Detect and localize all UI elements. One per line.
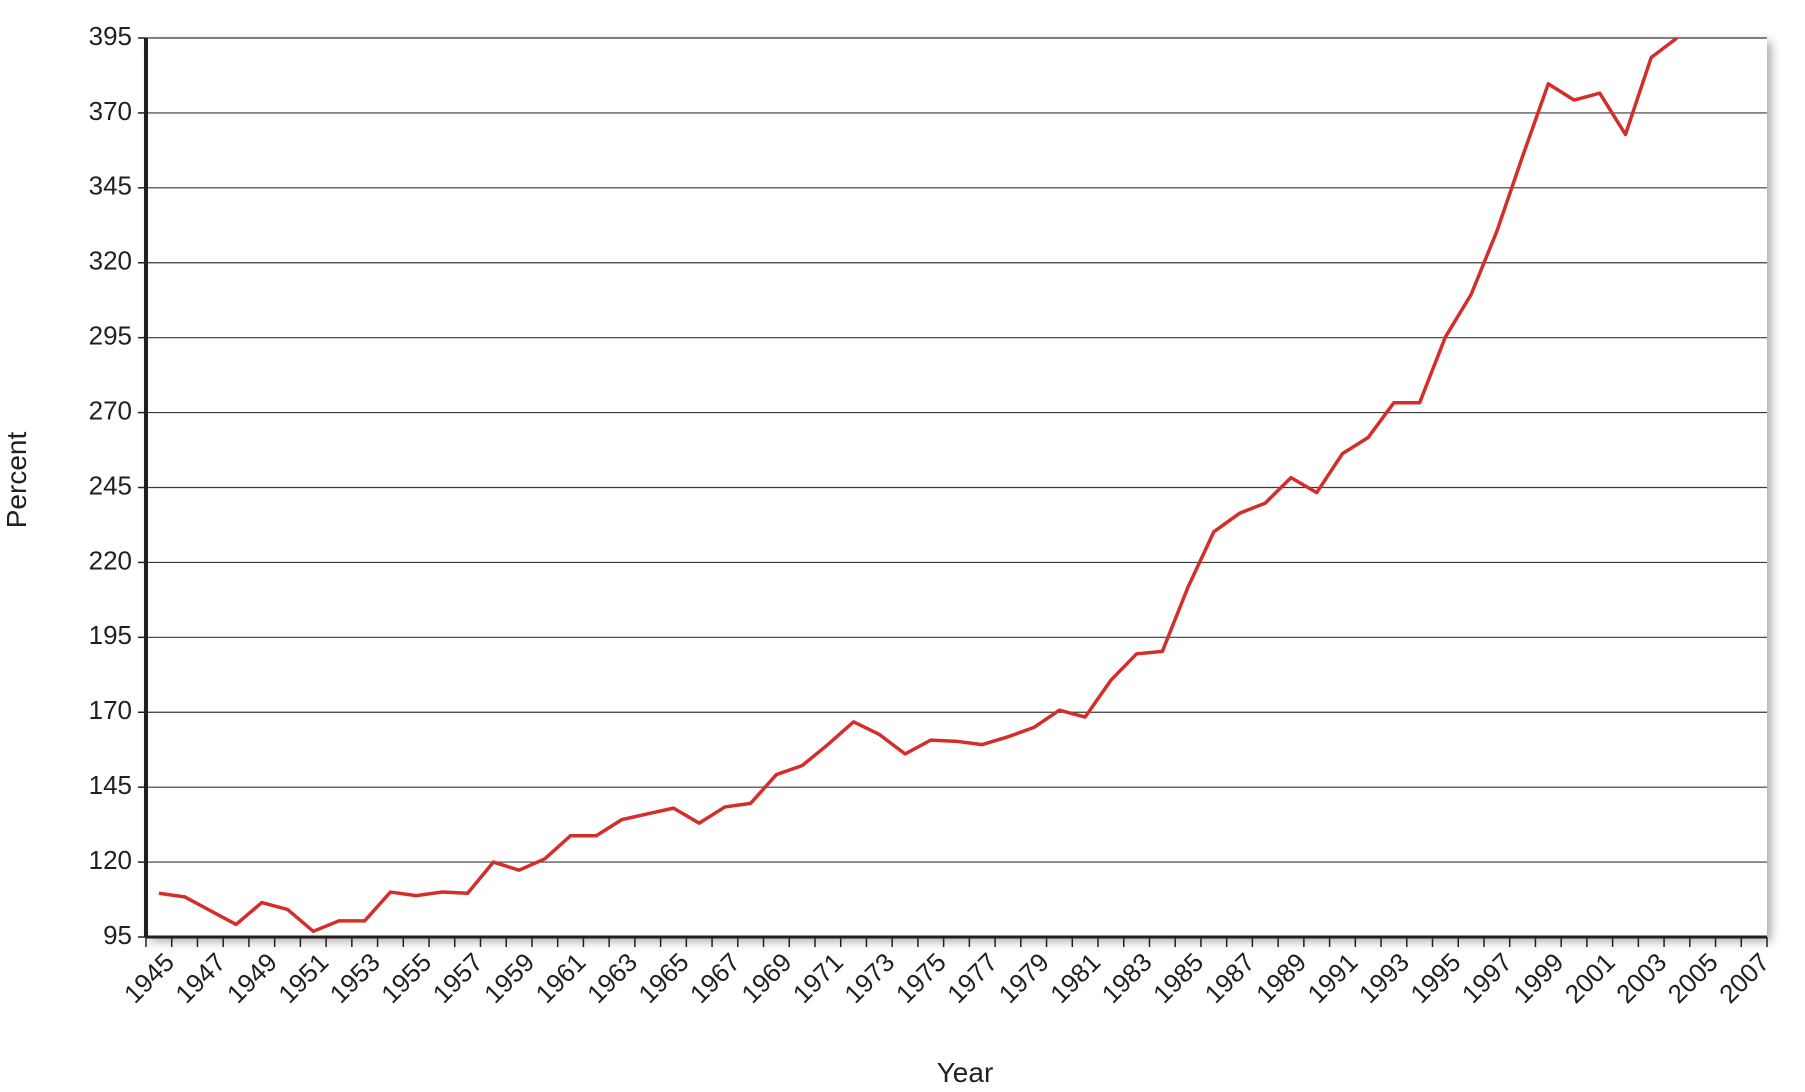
x-tick-label: 1947 (169, 947, 231, 1009)
x-tick-label: 1985 (1147, 947, 1209, 1009)
x-tick-label: 1971 (787, 947, 849, 1009)
x-tick-label: 1969 (735, 947, 797, 1009)
y-tick-label: 345 (89, 171, 132, 201)
x-tick-label: 2007 (1713, 947, 1775, 1009)
y-tick-label: 370 (89, 96, 132, 126)
x-tick-label: 1957 (427, 947, 489, 1009)
y-tick-label: 195 (89, 620, 132, 650)
x-tick-label: 1945 (118, 947, 180, 1009)
x-tick-label: 1967 (684, 947, 746, 1009)
x-tick-label: 1993 (1353, 947, 1415, 1009)
x-tick-label: 1999 (1507, 947, 1569, 1009)
x-tick-label: 1951 (272, 947, 334, 1009)
y-axis-title: Percent (1, 432, 32, 529)
x-tick-label: 1979 (993, 947, 1055, 1009)
y-tick-label: 295 (89, 321, 132, 351)
x-tick-label: 1981 (1044, 947, 1106, 1009)
x-tick-label: 1955 (375, 947, 437, 1009)
y-tick-label: 220 (89, 545, 132, 575)
x-tick-label: 1959 (478, 947, 540, 1009)
x-tick-label: 1989 (1250, 947, 1312, 1009)
x-tick-label: 1963 (581, 947, 643, 1009)
y-tick-label: 120 (89, 845, 132, 875)
x-tick-label: 2003 (1610, 947, 1672, 1009)
x-tick-label: 1961 (530, 947, 592, 1009)
x-tick-label: 1949 (221, 947, 283, 1009)
y-tick-label: 95 (103, 920, 132, 950)
y-tick-label: 270 (89, 395, 132, 425)
y-tick-label: 395 (89, 21, 132, 51)
y-tick-label: 320 (89, 246, 132, 276)
y-tick-label: 170 (89, 695, 132, 725)
x-tick-label: 2005 (1662, 947, 1724, 1009)
y-tick-label: 145 (89, 770, 132, 800)
x-tick-label: 1965 (632, 947, 694, 1009)
x-axis-title: Year (937, 1057, 994, 1088)
x-tick-label: 1977 (941, 947, 1003, 1009)
data-line (158, 36, 1678, 934)
x-tick-label: 1987 (1199, 947, 1261, 1009)
x-tick-label: 1991 (1301, 947, 1363, 1009)
x-tick-label: 1975 (890, 947, 952, 1009)
x-tick-label: 1973 (838, 947, 900, 1009)
x-tick-label: 1983 (1096, 947, 1158, 1009)
x-tick-label: 1997 (1456, 947, 1518, 1009)
x-tick-label: 1995 (1404, 947, 1466, 1009)
x-tick-label: 1953 (324, 947, 386, 1009)
x-tick-label: 2001 (1559, 947, 1621, 1009)
y-tick-label: 245 (89, 470, 132, 500)
